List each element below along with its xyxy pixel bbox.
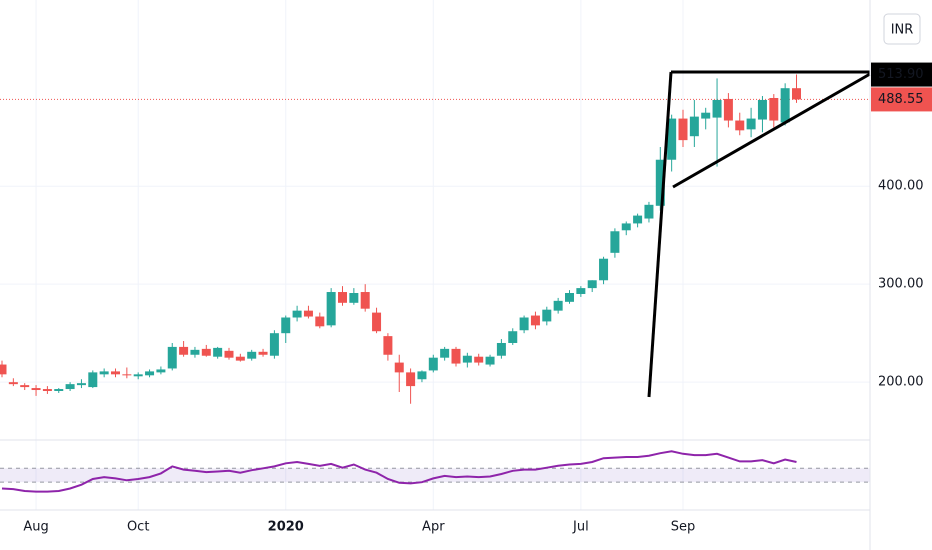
axes: 200.00 300.00 400.00 Aug Oct 2020 Apr Jul Sep 513… bbox=[23, 62, 932, 535]
candle-body bbox=[54, 389, 64, 392]
candle-body bbox=[565, 293, 574, 302]
x-tick-label: Apr bbox=[422, 520, 445, 535]
candle-body bbox=[417, 371, 427, 380]
indicator-line bbox=[1, 450, 797, 493]
x-tick-label: Oct bbox=[127, 520, 149, 535]
candle-body bbox=[179, 346, 189, 355]
candle-body bbox=[587, 280, 597, 289]
price-label-box bbox=[871, 62, 932, 87]
candle-body bbox=[644, 204, 654, 219]
candle-body bbox=[746, 118, 756, 130]
candle-body bbox=[735, 120, 745, 131]
candle-body bbox=[20, 385, 30, 388]
candle-body bbox=[99, 371, 109, 375]
y-tick-label: 200.00 bbox=[878, 375, 924, 390]
drawn-line bbox=[647, 71, 673, 398]
candle-body bbox=[576, 288, 586, 294]
candle-body bbox=[530, 315, 540, 326]
candle-body bbox=[701, 112, 711, 119]
candle-body bbox=[315, 316, 325, 327]
candles bbox=[0, 74, 801, 404]
x-tick-label: 2020 bbox=[268, 520, 304, 535]
candle-body bbox=[757, 99, 767, 120]
grid bbox=[0, 0, 870, 510]
candle-body bbox=[508, 331, 518, 343]
candle-body bbox=[303, 310, 313, 317]
candle-body bbox=[519, 317, 529, 331]
candle-body bbox=[394, 362, 404, 373]
candle-body bbox=[167, 346, 177, 369]
candle-body bbox=[621, 223, 631, 231]
candle-body bbox=[190, 349, 200, 355]
candle-body bbox=[88, 372, 98, 388]
price-label: 488.55 bbox=[878, 92, 924, 107]
candle-body bbox=[712, 99, 722, 118]
candle-body bbox=[145, 371, 155, 376]
candle-body bbox=[111, 371, 120, 375]
candle-body bbox=[281, 317, 291, 334]
candle-body bbox=[496, 342, 506, 356]
candle-body bbox=[633, 215, 643, 224]
candle-body bbox=[792, 88, 801, 100]
candle-body bbox=[780, 88, 790, 123]
candle-body bbox=[553, 300, 563, 311]
price-label: 513.90 bbox=[878, 67, 924, 82]
candle-body bbox=[451, 348, 461, 364]
candle-body bbox=[655, 159, 665, 206]
candle-body bbox=[372, 312, 382, 332]
candle-body bbox=[360, 292, 370, 309]
price-label-box bbox=[871, 87, 932, 112]
indicator-pane bbox=[0, 450, 870, 493]
currency-button[interactable] bbox=[883, 13, 921, 45]
drawn-line bbox=[672, 72, 871, 189]
candle-body bbox=[31, 388, 41, 391]
candle-body bbox=[224, 350, 234, 358]
candle-body bbox=[292, 310, 302, 318]
candle-body bbox=[723, 98, 733, 121]
candle-body bbox=[213, 347, 223, 357]
candle-body bbox=[76, 383, 86, 386]
candle-body bbox=[0, 364, 7, 375]
candle-body bbox=[326, 292, 336, 326]
candle-body bbox=[247, 351, 257, 359]
candle-body bbox=[462, 355, 472, 363]
currency-label: INR bbox=[891, 23, 914, 38]
x-tick-label: Sep bbox=[671, 520, 696, 535]
candle-body bbox=[769, 97, 779, 121]
candle-body bbox=[542, 309, 552, 322]
candle-body bbox=[689, 116, 699, 137]
candle-body bbox=[440, 348, 450, 358]
candle-body bbox=[156, 369, 166, 373]
candle-body bbox=[599, 258, 609, 281]
y-tick-label: 400.00 bbox=[878, 179, 924, 194]
y-tick-label: 300.00 bbox=[878, 277, 924, 292]
candle-body bbox=[667, 118, 677, 160]
candle-body bbox=[8, 382, 18, 385]
candle-body bbox=[201, 348, 211, 356]
candle-body bbox=[269, 333, 279, 356]
candle-body bbox=[133, 374, 143, 377]
candle-body bbox=[349, 293, 359, 303]
candle-body bbox=[235, 356, 245, 361]
candle-body bbox=[338, 292, 347, 303]
candle-body bbox=[65, 384, 75, 390]
candle-body bbox=[258, 351, 268, 355]
candle-body bbox=[406, 372, 416, 387]
candle-body bbox=[485, 356, 495, 365]
candle-body bbox=[122, 374, 132, 376]
candle-body bbox=[610, 231, 620, 253]
x-tick-label: Jul bbox=[572, 520, 589, 535]
candle-body bbox=[474, 356, 484, 363]
triangle-drawing bbox=[647, 70, 871, 398]
candle-body bbox=[42, 389, 52, 392]
candle-body bbox=[383, 336, 393, 355]
candle-body bbox=[428, 357, 438, 371]
x-tick-label: Aug bbox=[23, 520, 48, 535]
candle-body bbox=[678, 118, 688, 141]
